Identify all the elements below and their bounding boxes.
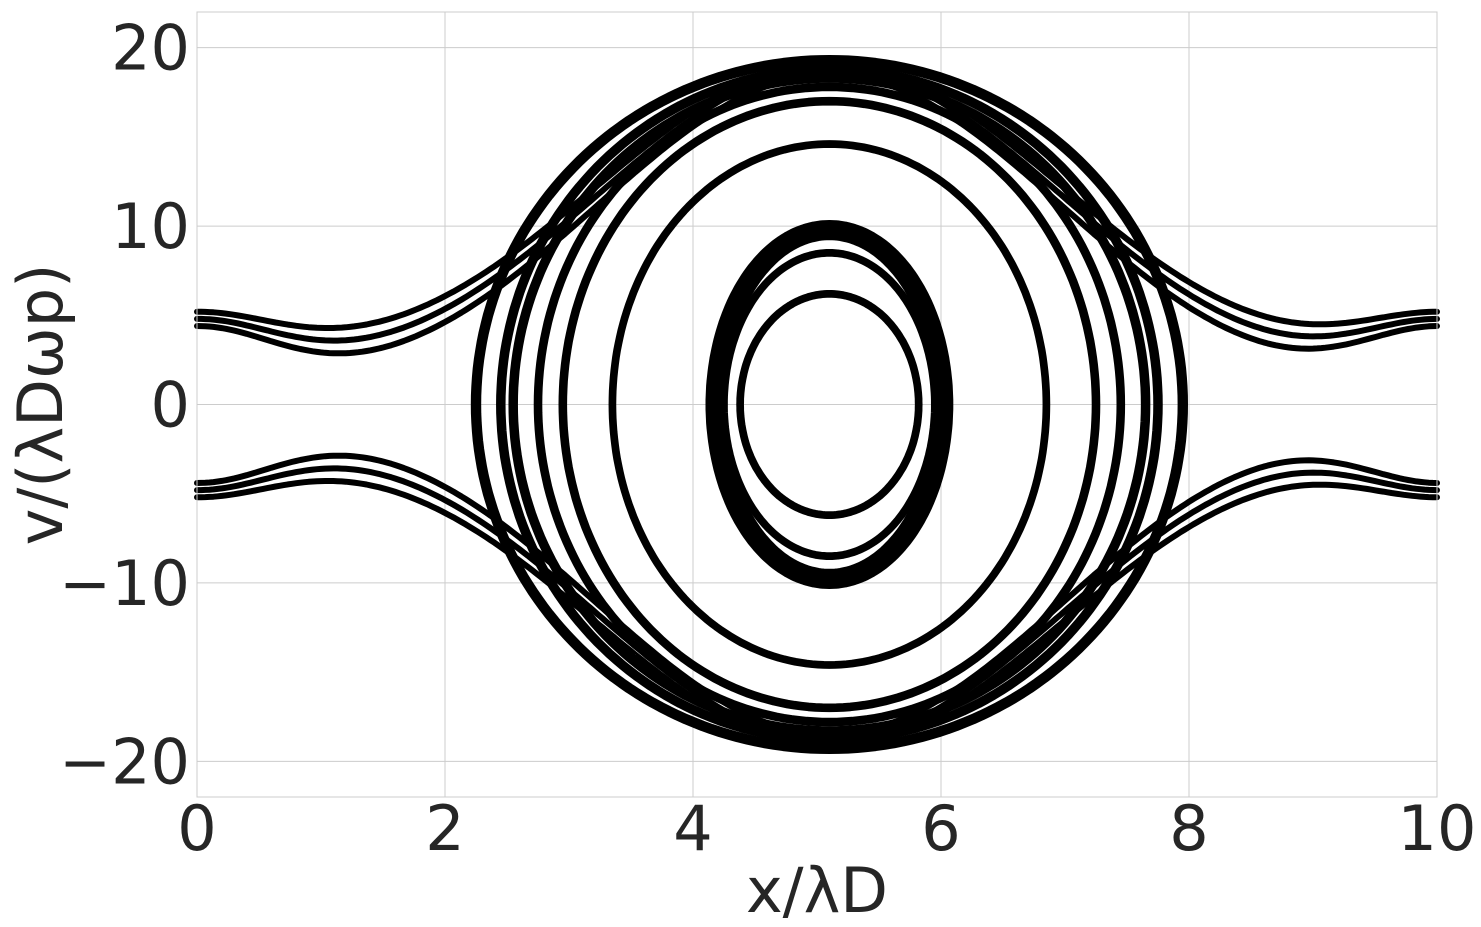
- y-tick-label: 0: [151, 369, 190, 442]
- trapped-orbit: [533, 82, 1126, 727]
- x-tick-label: 4: [673, 792, 712, 865]
- trapped-orbit: [608, 140, 1051, 669]
- x-tick-label: 8: [1169, 792, 1208, 865]
- trapped-orbit: [508, 73, 1151, 736]
- y-tick-label: 20: [111, 12, 190, 85]
- x-tick-labels: 0 2 4 6 8 10: [177, 792, 1476, 865]
- trapped-orbit: [705, 220, 954, 590]
- x-tick-label: 10: [1398, 792, 1477, 865]
- x-tick-label: 0: [177, 792, 216, 865]
- y-tick-labels: −20 −10 0 10 20: [59, 12, 190, 799]
- y-axis-label: v/(λDωp): [4, 264, 77, 546]
- passing-orbit: [194, 71, 1440, 357]
- trapped-orbit: [470, 55, 1189, 754]
- grid-lines: [196, 12, 1438, 797]
- trapped-orbit: [496, 64, 1163, 745]
- y-tick-label: −10: [59, 547, 190, 620]
- passing-orbit: [194, 465, 1440, 745]
- trapped-orbit: [736, 290, 923, 519]
- passing-orbit: [194, 59, 1440, 331]
- passing-orbit: [194, 478, 1440, 750]
- orbit-layer: [194, 55, 1440, 754]
- trapped-orbit: [720, 249, 939, 560]
- y-tick-label: −20: [59, 725, 190, 798]
- plot-frame: [196, 11, 1438, 798]
- passing-orbit: [194, 452, 1440, 738]
- x-axis-label: x/λD: [746, 854, 888, 927]
- passing-orbit: [194, 64, 1440, 344]
- trapped-orbit: [558, 96, 1101, 713]
- x-tick-label: 6: [921, 792, 960, 865]
- y-tick-label: 10: [111, 190, 190, 263]
- x-tick-label: 2: [425, 792, 464, 865]
